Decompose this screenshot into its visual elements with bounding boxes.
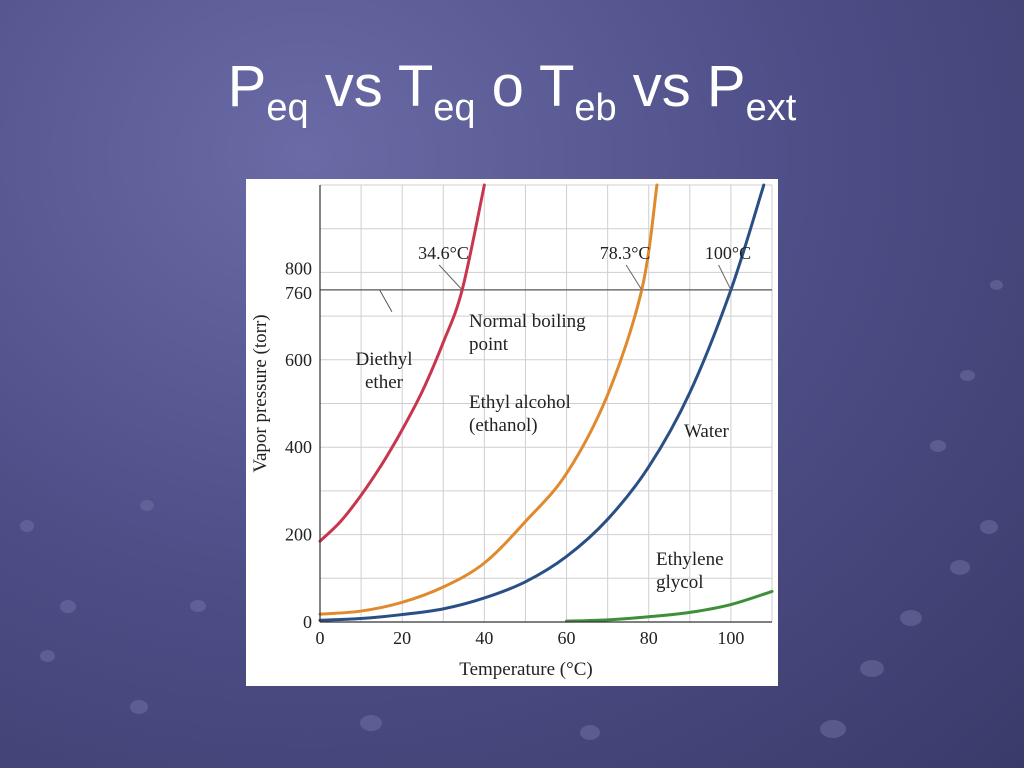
x-axis-label: Temperature (°C) xyxy=(459,659,592,680)
boiling-point-label: 100°C xyxy=(705,243,751,263)
series xyxy=(318,183,774,623)
axes: 0 20 40 60 80 100 0 200 400 600 760 800 Temperature … xyxy=(250,185,772,680)
series-label: Water xyxy=(684,421,730,442)
boiling-point-leader xyxy=(438,264,463,291)
series-label: ether xyxy=(365,372,404,393)
series-label: Diethyl xyxy=(356,349,413,370)
series-diethyl-ether xyxy=(318,183,486,543)
x-tick-label: 80 xyxy=(640,628,658,648)
y-tick-label: 0 xyxy=(303,612,312,632)
slide-title: Peq vs Teq o Teb vs Pext xyxy=(0,58,1024,129)
x-tick-label: 100 xyxy=(717,628,744,648)
x-tick-label: 40 xyxy=(475,628,493,648)
x-tick-label: 0 xyxy=(316,628,325,648)
y-tick-label: 400 xyxy=(285,437,312,457)
boiling-point-label: 34.6°C xyxy=(418,243,469,263)
series-ethanol xyxy=(318,183,659,616)
vapor-pressure-chart: 0 20 40 60 80 100 0 200 400 600 760 800 Temperature … xyxy=(250,183,774,680)
normal-boiling-label: Normal boiling xyxy=(469,311,586,332)
normal-boiling-label: point xyxy=(469,334,509,355)
title-text: vs T xyxy=(308,54,434,119)
vapor-pressure-figure: 0 20 40 60 80 100 0 200 400 600 760 800 Temperature … xyxy=(246,179,778,686)
series-label: Ethylene xyxy=(656,549,724,570)
boiling-point-label: 78.3°C xyxy=(600,243,651,263)
title-text: o T xyxy=(475,54,575,119)
series-label: Ethyl alcohol xyxy=(469,392,571,413)
boiling-point-leader xyxy=(718,264,732,291)
x-tick-label: 60 xyxy=(558,628,576,648)
series-water xyxy=(318,183,766,622)
y-tick-label: 800 xyxy=(285,258,312,278)
y-tick-label: 200 xyxy=(285,525,312,545)
title-text: vs P xyxy=(616,54,746,119)
reference-line xyxy=(320,289,772,312)
title-text: P xyxy=(227,54,267,119)
y-tick-label: 760 xyxy=(285,283,312,303)
title-subscript: eq xyxy=(266,87,309,129)
normal-boiling-leader xyxy=(379,289,393,312)
title-subscript: ext xyxy=(745,87,797,129)
series-ethylene-glycol xyxy=(565,589,774,623)
y-axis-label: Vapor pressure (torr) xyxy=(250,314,271,472)
series-label: glycol xyxy=(656,572,704,593)
title-subscript: eq xyxy=(433,87,476,129)
series-label: (ethanol) xyxy=(469,415,538,436)
boiling-point-leader xyxy=(625,264,643,291)
title-subscript: eb xyxy=(574,87,617,129)
y-tick-label: 600 xyxy=(285,350,312,370)
x-tick-label: 20 xyxy=(393,628,411,648)
